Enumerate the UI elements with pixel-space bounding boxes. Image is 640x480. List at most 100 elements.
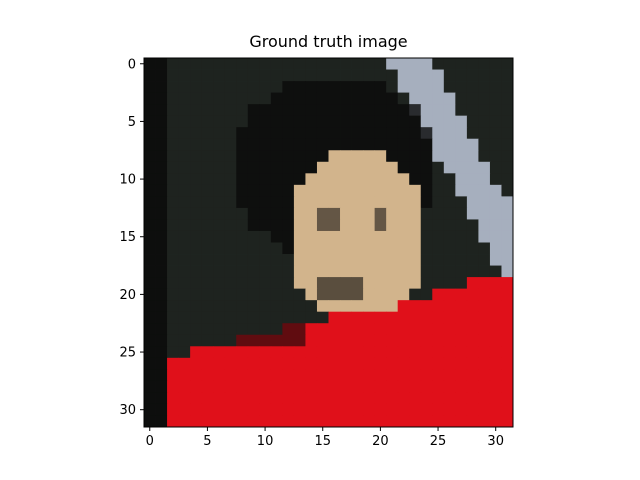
pixel-cell: [351, 288, 364, 301]
pixel-cell: [409, 92, 422, 105]
pixel-cell: [455, 196, 468, 209]
pixel-cell: [259, 277, 272, 290]
pixel-cell: [420, 219, 433, 232]
pixel-cell: [386, 380, 399, 393]
pixel-cell: [501, 58, 514, 70]
pixel-cell: [316, 242, 329, 255]
pixel-cell: [282, 173, 295, 186]
pixel-cell: [328, 277, 341, 290]
pixel-cell: [213, 184, 226, 197]
pixel-cell: [501, 138, 514, 151]
pixel-cell: [178, 104, 191, 117]
pixel-cell: [374, 138, 387, 151]
pixel-cell: [213, 403, 226, 416]
pixel-cell: [224, 403, 237, 416]
pixel-cell: [236, 254, 249, 266]
pixel-cell: [420, 311, 433, 324]
pixel-cell: [201, 380, 214, 393]
pixel-cell: [386, 69, 399, 82]
x-tick-label: 0: [146, 434, 154, 449]
pixel-cell: [466, 415, 479, 428]
pixel-cell: [201, 230, 214, 243]
pixel-cell: [466, 150, 479, 163]
pixel-cell: [201, 277, 214, 290]
pixel-cell: [340, 230, 352, 243]
pixel-cell: [190, 357, 203, 370]
pixel-cell: [501, 403, 514, 416]
pixel-cell: [224, 300, 237, 313]
pixel-cell: [455, 254, 468, 266]
pixel-cell: [420, 323, 433, 336]
pixel-cell: [489, 242, 502, 255]
pixel-cell: [409, 184, 422, 197]
pixel-cell: [316, 323, 329, 336]
pixel-cell: [201, 254, 214, 266]
pixel-cell: [155, 207, 168, 220]
pixel-cell: [386, 415, 399, 428]
pixel-cell: [293, 58, 306, 70]
pixel-cell: [144, 81, 156, 93]
pixel-cell: [155, 69, 168, 82]
pixel-cell: [363, 415, 376, 428]
pixel-cell: [144, 380, 156, 393]
pixel-cell: [236, 173, 249, 186]
pixel-cell: [282, 161, 295, 174]
pixel-cell: [247, 254, 260, 266]
pixel-cell: [259, 265, 272, 278]
pixel-cell: [305, 150, 318, 163]
pixel-cell: [190, 300, 203, 313]
pixel-cell: [478, 173, 491, 186]
pixel-cell: [316, 311, 329, 324]
pixel-cell: [363, 207, 376, 220]
pixel-cell: [316, 403, 329, 416]
pixel-cell: [155, 369, 168, 382]
pixel-cell: [167, 288, 179, 301]
pixel-cell: [443, 242, 456, 255]
pixel-cell: [224, 184, 237, 197]
pixel-cell: [489, 380, 502, 393]
pixel-cell: [316, 115, 329, 128]
pixel-cell: [293, 184, 306, 197]
pixel-cell: [316, 207, 329, 220]
pixel-cell: [466, 323, 479, 336]
pixel-cell: [397, 369, 410, 382]
pixel-cell: [478, 265, 491, 278]
pixel-cell: [455, 242, 468, 255]
pixel-cell: [340, 300, 352, 313]
pixel-cell: [293, 230, 306, 243]
pixel-cell: [386, 127, 399, 140]
pixel-cell: [489, 403, 502, 416]
pixel-cell: [420, 69, 433, 82]
pixel-cell: [328, 58, 341, 70]
pixel-cell: [363, 173, 376, 186]
pixel-cell: [501, 92, 514, 105]
pixel-cell: [247, 277, 260, 290]
pixel-cell: [224, 161, 237, 174]
pixel-cell: [293, 150, 306, 163]
pixel-cell: [167, 161, 179, 174]
pixel-cell: [432, 357, 445, 370]
pixel-cell: [144, 184, 156, 197]
pixel-cell: [236, 161, 249, 174]
pixel-cell: [224, 138, 237, 151]
pixel-cell: [259, 184, 272, 197]
pixel-cell: [340, 138, 352, 151]
pixel-cell: [282, 288, 295, 301]
pixel-cell: [224, 277, 237, 290]
pixel-cell: [259, 127, 272, 140]
pixel-cell: [270, 81, 283, 93]
x-tick-label: 15: [314, 434, 331, 449]
pixel-cell: [478, 150, 491, 163]
pixel-cell: [420, 138, 433, 151]
pixel-cell: [501, 230, 514, 243]
pixel-cell: [293, 115, 306, 128]
pixel-cell: [432, 346, 445, 359]
pixel-cell: [224, 380, 237, 393]
pixel-cell: [213, 173, 226, 186]
pixel-cell: [478, 138, 491, 151]
pixel-cell: [144, 196, 156, 209]
pixel-cell: [305, 58, 318, 70]
pixel-cell: [363, 300, 376, 313]
pixel-cell: [328, 127, 341, 140]
pixel-cell: [316, 230, 329, 243]
